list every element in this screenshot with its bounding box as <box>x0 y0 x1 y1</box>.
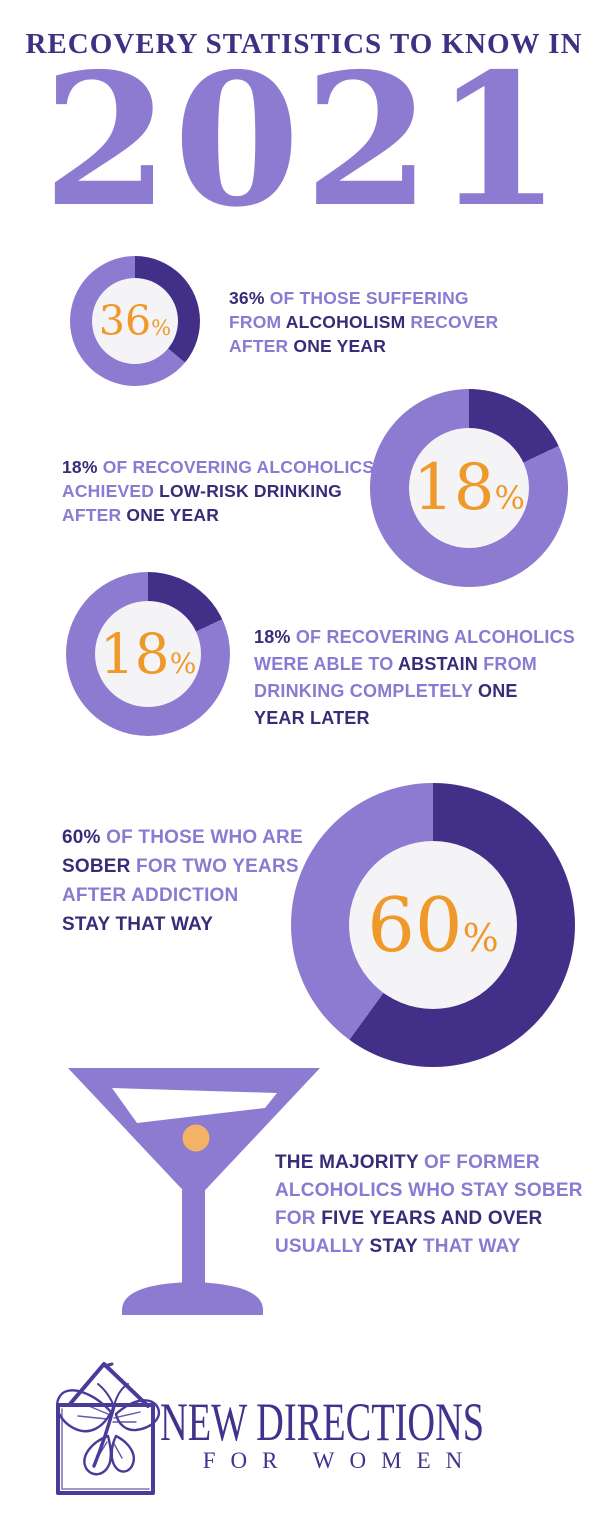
stat-text-line: THE MAJORITY OF FORMER <box>275 1152 540 1173</box>
stat-text-line: 18% OF RECOVERING ALCOHOLICS <box>254 627 575 647</box>
stat-text-36: 36% OF THOSE SUFFERING FROM ALCOHOLISM RE… <box>229 286 498 358</box>
stat-text-line: 36% OF THOSE SUFFERING <box>229 288 469 308</box>
stat-text-line: AFTER ONE YEAR <box>229 336 387 356</box>
brand-name: NEW DIRECTIONS <box>160 1392 485 1452</box>
title-kicker: RECOVERY STATISTICS TO KNOW IN <box>25 28 583 60</box>
stat-text-18-abstain: 18% OF RECOVERING ALCOHOLICS WERE ABLE TO… <box>254 624 575 732</box>
stat-text-line: FROM ALCOHOLISM RECOVER <box>229 312 499 332</box>
stat-text-line: SOBER FOR TWO YEARS <box>62 856 299 877</box>
donut-hole: 18% <box>95 601 201 707</box>
donut-chart-18-low-risk: 18% <box>370 389 568 587</box>
martini-glass-icon <box>68 1068 320 1315</box>
stat-text-line: ACHIEVED LOW-RISK DRINKING <box>62 481 342 501</box>
donut-center-value: 18% <box>413 451 525 525</box>
stat-text-line: DRINKING COMPLETELY ONE <box>254 681 518 701</box>
donut-chart-60: 60% <box>291 783 575 1067</box>
donut-center-value: 18% <box>99 622 197 686</box>
stat-text-line: 60% OF THOSE WHO ARE <box>62 827 303 848</box>
donut-hole: 60% <box>349 841 517 1009</box>
stat-text-line: AFTER ONE YEAR <box>62 505 220 525</box>
title-year: 2021 <box>42 33 566 247</box>
donut-center-value: 60% <box>367 881 499 969</box>
donut-hole: 18% <box>409 428 529 548</box>
donut-hole: 36% <box>92 278 178 364</box>
stat-text-line: YEAR LATER <box>254 708 370 728</box>
stat-text-line: USUALLY STAY THAT WAY <box>275 1236 521 1257</box>
stat-text-majority: THE MAJORITY OF FORMER ALCOHOLICS WHO STA… <box>275 1149 583 1261</box>
stat-text-18-low-risk: 18% OF RECOVERING ALCOHOLICS ACHIEVED LOW… <box>62 455 374 527</box>
donut-center-value: 36% <box>98 297 172 345</box>
stat-text-line: STAY THAT WAY <box>62 914 214 935</box>
stat-text-line: FOR FIVE YEARS AND OVER <box>275 1208 543 1229</box>
stat-text-line: WERE ABLE TO ABSTAIN FROM <box>254 654 537 674</box>
house-butterfly-logo-icon <box>55 1362 161 1495</box>
donut-chart-18-abstain: 18% <box>66 572 230 736</box>
brand-tagline: FOR WOMEN <box>202 1448 478 1473</box>
stat-text-line: ALCOHOLICS WHO STAY SOBER <box>275 1180 583 1201</box>
stat-text-line: AFTER ADDICTION <box>62 885 239 906</box>
stat-text-60: 60% OF THOSE WHO ARE SOBER FOR TWO YEARS A… <box>62 823 303 939</box>
donut-chart-36: 36% <box>70 256 200 386</box>
stat-text-line: 18% OF RECOVERING ALCOHOLICS <box>62 457 375 477</box>
